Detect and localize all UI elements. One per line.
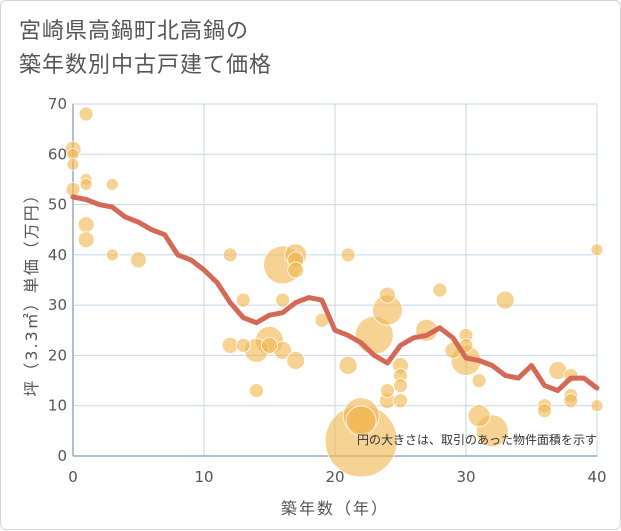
bubble-point [345,405,377,437]
y-tick-label: 20 [48,346,67,364]
bubble-point [537,403,552,419]
trend-line [70,194,600,394]
bubble-point [471,373,487,388]
x-axis-label: 築年数（年） [281,499,389,518]
bubble-point [221,336,239,354]
chart-title-line2: 築年数別中古戸建て価格 [19,53,273,78]
grid-lines [72,103,598,457]
bubble-point [338,356,358,375]
chart-title: 宮崎県高鍋町北高鍋の 築年数別中古戸建て価格 [19,15,272,83]
chart-title-line1: 宮崎県高鍋町北高鍋の [19,19,250,44]
bubble-point [248,383,264,399]
bubble-point [105,178,119,191]
y-tick-label: 60 [48,145,67,163]
bubble-point [590,243,604,257]
y-tick-label: 40 [48,246,67,264]
bubble-point [235,337,251,353]
y-tick-label: 10 [48,397,67,415]
bubble-point [77,216,95,234]
size-note: 円の大きさは、取引のあった物件面積を示す [357,432,597,447]
bubble-point [393,393,408,409]
y-axis-label: 坪（3.3㎡）単価（万円） [22,185,41,396]
y-tick-label: 70 [48,95,67,113]
y-tick-label: 30 [48,296,67,314]
bubble-point [467,404,491,428]
bubble-point [379,383,395,399]
bubble-point [378,286,396,304]
y-tick-label: 0 [57,447,67,465]
bubble-point [495,290,515,310]
bubble-point [340,247,356,263]
bubble-point [66,157,80,171]
bubble-series [64,106,604,478]
bubble-point [563,393,579,409]
x-tick-label: 20 [325,468,344,486]
bubble-point [261,336,278,354]
x-tick-label: 0 [68,468,78,486]
bubble-point [130,251,147,269]
bubble-point [77,231,95,249]
bubble-point [286,351,306,370]
bubble-point [393,378,408,394]
x-tick-label: 40 [587,468,606,486]
bubble-point [590,399,604,413]
bubble-point [287,261,305,279]
x-tick-label: 10 [194,468,213,486]
bubble-point [105,248,119,262]
bubble-point [65,182,81,197]
x-tick-label: 30 [456,468,475,486]
bubble-point [78,106,94,122]
y-tick-label: 50 [48,196,67,214]
bubble-point [275,292,291,308]
bubble-point [79,178,93,191]
axis-ticks: 0 10 20 30 40 0 10 20 30 40 50 60 70 [48,95,607,486]
bubble-point [432,282,448,298]
bubble-point [235,292,251,308]
bubble-point [222,247,238,263]
